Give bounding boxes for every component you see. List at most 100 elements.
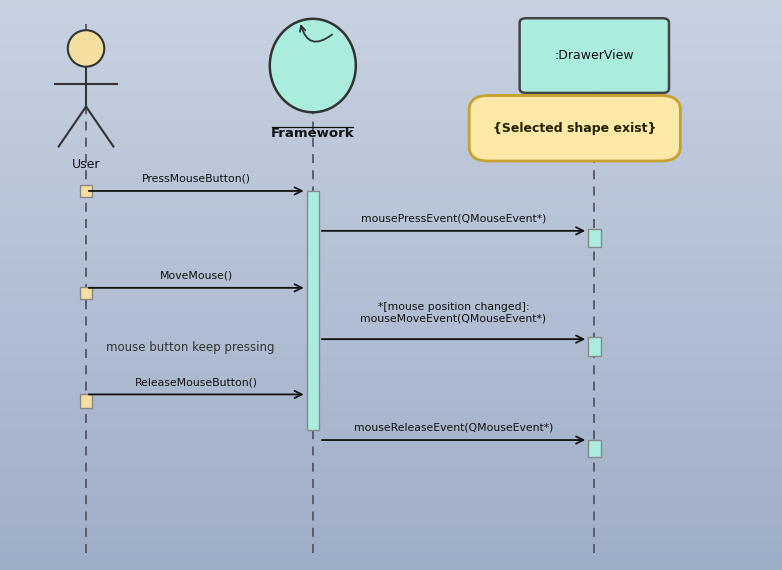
Bar [0, 231, 782, 234]
Bar [0, 248, 782, 251]
Bar [0, 559, 782, 561]
Bar [0, 271, 782, 274]
Bar [0, 168, 782, 171]
Bar [0, 74, 782, 77]
Bar [0, 462, 782, 465]
Bar [0, 533, 782, 536]
Bar [0, 128, 782, 131]
Bar [0, 473, 782, 476]
Bar [0, 396, 782, 399]
Bar [0, 439, 782, 442]
Bar [0, 482, 782, 484]
Bar [0, 453, 782, 456]
Bar [0, 325, 782, 328]
Bar [0, 433, 782, 436]
Bar [0, 291, 782, 294]
Bar [588, 229, 601, 247]
Bar [0, 362, 782, 365]
FancyArrowPatch shape [300, 26, 332, 42]
Bar [0, 174, 782, 177]
Bar [0, 345, 782, 348]
Bar [0, 165, 782, 168]
Bar [0, 66, 782, 68]
Bar [0, 222, 782, 225]
Bar [0, 365, 782, 368]
Bar [0, 274, 782, 276]
Bar [0, 148, 782, 151]
Bar [0, 54, 782, 57]
Bar [80, 287, 92, 299]
Bar [0, 356, 782, 359]
Bar [0, 6, 782, 9]
Bar [0, 561, 782, 564]
Text: mouse button keep pressing: mouse button keep pressing [106, 341, 274, 354]
Bar [0, 430, 782, 433]
Bar [0, 51, 782, 54]
Bar [0, 211, 782, 214]
Bar [0, 314, 782, 316]
Bar [0, 171, 782, 174]
Bar [0, 459, 782, 462]
Bar [0, 368, 782, 371]
Bar [0, 154, 782, 157]
Bar [0, 60, 782, 63]
Bar [0, 539, 782, 542]
Bar [0, 182, 782, 185]
Bar [0, 140, 782, 142]
Bar [0, 470, 782, 473]
Bar [0, 254, 782, 256]
Bar [0, 46, 782, 48]
Bar [0, 428, 782, 430]
Bar [0, 3, 782, 6]
Bar [0, 40, 782, 43]
Bar [588, 337, 601, 356]
Bar [0, 205, 782, 208]
Bar [0, 405, 782, 408]
Bar [0, 28, 782, 31]
Bar [0, 137, 782, 140]
Bar [0, 333, 782, 336]
Bar [0, 351, 782, 353]
Bar [0, 416, 782, 419]
Bar [307, 191, 319, 430]
Bar [0, 450, 782, 453]
Ellipse shape [68, 30, 104, 67]
Bar [0, 436, 782, 439]
Bar [0, 479, 782, 482]
Bar [0, 510, 782, 513]
Bar [0, 382, 782, 385]
Bar [0, 100, 782, 103]
Bar [0, 259, 782, 262]
Bar [0, 37, 782, 40]
Bar [0, 328, 782, 331]
Text: User: User [72, 158, 100, 171]
Text: Framework: Framework [271, 127, 354, 140]
Bar [0, 191, 782, 194]
Bar [0, 63, 782, 66]
Bar [0, 239, 782, 242]
Bar [0, 419, 782, 422]
Bar [0, 308, 782, 311]
Bar [0, 410, 782, 413]
Bar [0, 197, 782, 199]
Bar [0, 522, 782, 524]
Text: ReleaseMouseButton(): ReleaseMouseButton() [135, 377, 258, 387]
Bar [0, 225, 782, 228]
Bar [0, 379, 782, 382]
Bar [0, 388, 782, 390]
Text: mouseReleaseEvent(QMouseEvent*): mouseReleaseEvent(QMouseEvent*) [354, 422, 553, 433]
Bar [0, 91, 782, 94]
Bar [0, 214, 782, 217]
Bar [80, 394, 92, 408]
Bar [0, 422, 782, 425]
Bar [0, 268, 782, 271]
Bar [0, 77, 782, 80]
Bar [0, 88, 782, 91]
Bar [0, 425, 782, 428]
Bar [0, 502, 782, 504]
Bar [0, 399, 782, 402]
Bar [0, 245, 782, 248]
Bar [0, 288, 782, 291]
Bar [0, 103, 782, 105]
Bar [0, 68, 782, 71]
